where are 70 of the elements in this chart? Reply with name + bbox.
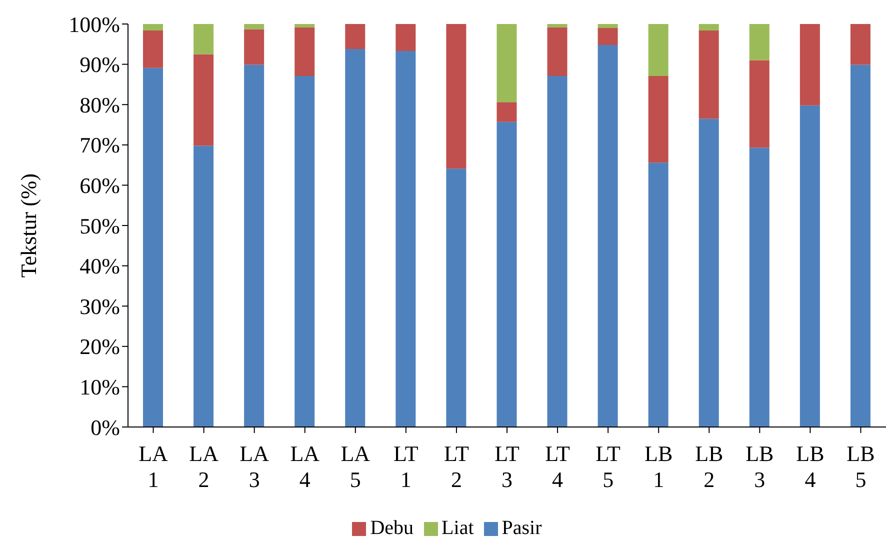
bar [345, 48, 366, 427]
x-tick-label: LT 4 [545, 440, 571, 492]
legend-label: Pasir [502, 517, 542, 539]
bar [648, 24, 668, 76]
bar [850, 64, 870, 427]
x-tick-label: LB 5 [846, 440, 875, 492]
x-tick-label: LA 5 [340, 440, 370, 492]
y-tick-label: 30% [80, 294, 120, 319]
bar [547, 27, 568, 76]
bar [547, 24, 568, 28]
bar [547, 76, 568, 427]
bar [294, 76, 315, 427]
x-tick-label: LB 2 [695, 440, 724, 492]
y-tick-label: 100% [68, 12, 120, 37]
y-axis-title: Tekstur (%) [16, 173, 41, 278]
bar [698, 24, 719, 30]
bar [143, 68, 163, 427]
x-tick-label: LT 1 [394, 440, 419, 492]
bar [598, 24, 618, 28]
y-tick-label: 0% [90, 414, 120, 440]
y-tick-label: 90% [80, 52, 120, 78]
legend-label: Liat [442, 517, 474, 539]
bar [396, 51, 416, 427]
x-tick-label: LB 4 [796, 440, 824, 492]
bar [598, 28, 618, 45]
bar [496, 122, 517, 427]
bar [749, 148, 770, 427]
bar [800, 24, 820, 106]
bar [496, 24, 517, 102]
bar [648, 76, 668, 163]
bar [698, 118, 719, 427]
y-tick-label: 80% [80, 92, 120, 118]
bar [194, 24, 214, 54]
bar [244, 64, 264, 427]
x-tick-label: LA 3 [240, 440, 270, 492]
bar [244, 29, 264, 65]
bar [294, 27, 315, 76]
x-tick-label: LA 1 [138, 440, 168, 492]
bar [749, 24, 770, 60]
legend-label: Debu [370, 517, 414, 539]
bar [143, 24, 163, 30]
x-tick-label: LA 4 [290, 440, 320, 492]
bar [143, 30, 163, 68]
y-tick-label: 50% [80, 213, 120, 238]
y-tick-label: 10% [80, 374, 120, 400]
x-tick-label: LT 2 [444, 440, 470, 492]
bar [648, 162, 668, 427]
bar [194, 146, 214, 427]
bar [446, 168, 466, 427]
y-tick-label: 60% [80, 173, 120, 198]
bar [749, 60, 770, 148]
x-tick-label: LB 3 [746, 440, 774, 492]
bar [598, 44, 618, 427]
bar [244, 24, 264, 30]
bar [850, 24, 870, 65]
y-tick-label: 40% [80, 254, 120, 279]
y-tick-label: 70% [80, 132, 120, 158]
bar [194, 54, 214, 146]
bar [396, 24, 416, 51]
bar [345, 24, 366, 49]
bar [800, 105, 820, 427]
x-tick-label: LT 5 [596, 440, 622, 492]
y-tick-label: 20% [80, 334, 120, 360]
bar [294, 24, 315, 28]
bar [698, 30, 719, 119]
x-tick-label: LT 3 [494, 440, 520, 492]
bar [496, 102, 517, 122]
bar [446, 24, 466, 169]
x-tick-label: LB 1 [644, 440, 673, 492]
x-tick-label: LA 2 [189, 440, 219, 492]
